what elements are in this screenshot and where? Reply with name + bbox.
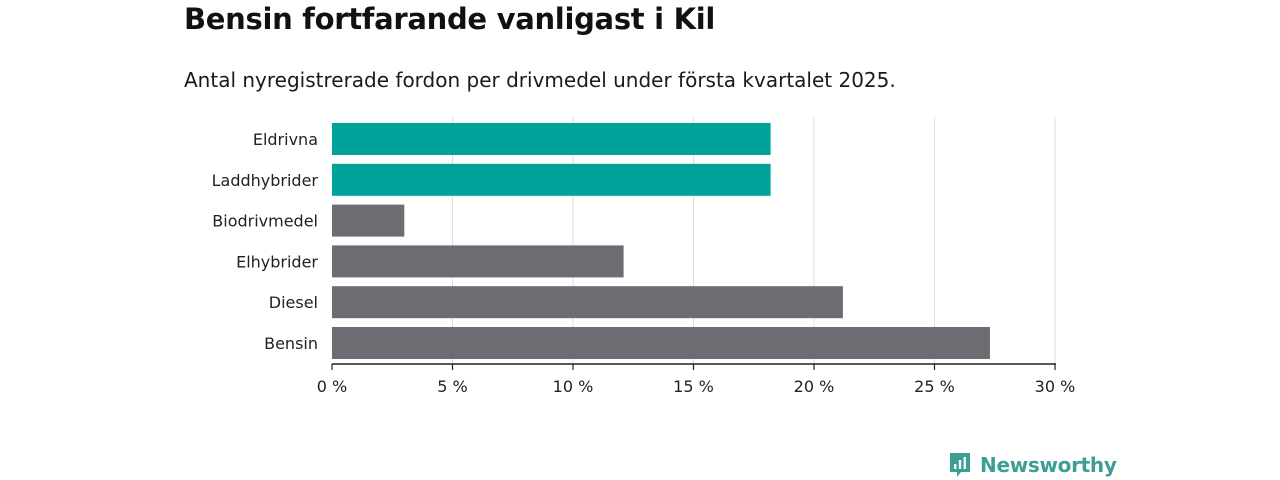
bars [332,123,990,359]
newsworthy-logo-icon [950,453,970,477]
x-tick-label: 5 % [437,377,467,396]
category-label: Eldrivna [253,130,318,149]
x-tick-label: 25 % [914,377,955,396]
category-label: Laddhybrider [212,171,319,190]
chart-title: Bensin fortfarande vanligast i Kil [184,2,716,36]
brand-name: Newsworthy [980,453,1117,477]
bar-bensin[interactable] [332,327,990,359]
bar-elhybrider[interactable] [332,245,624,278]
x-tick-label: 10 % [553,377,594,396]
x-axis: 0 % 5 % 10 % 15 % 20 % 25 % 30 % [317,363,1076,396]
bar-laddhybrider[interactable] [332,163,771,196]
gridlines [452,117,1056,364]
bar-biodrivmedel[interactable] [332,204,405,237]
x-tick-label: 15 % [673,377,714,396]
category-labels: Eldrivna Laddhybrider Biodrivmedel Elhybrid… [212,130,319,353]
x-tick-label: 30 % [1035,377,1076,396]
x-tick-label: 0 % [317,377,347,396]
category-label: Diesel [269,293,318,312]
category-label: Biodrivmedel [212,212,318,231]
bar-eldrivna[interactable] [332,123,771,155]
bar-diesel[interactable] [332,286,843,319]
chart-subtitle: Antal nyregistrerade fordon per drivmede… [184,68,896,92]
newsworthy-brand[interactable]: Newsworthy [948,450,1117,480]
category-label: Elhybrider [236,252,318,271]
x-tick-label: 20 % [794,377,835,396]
category-label: Bensin [264,334,318,353]
